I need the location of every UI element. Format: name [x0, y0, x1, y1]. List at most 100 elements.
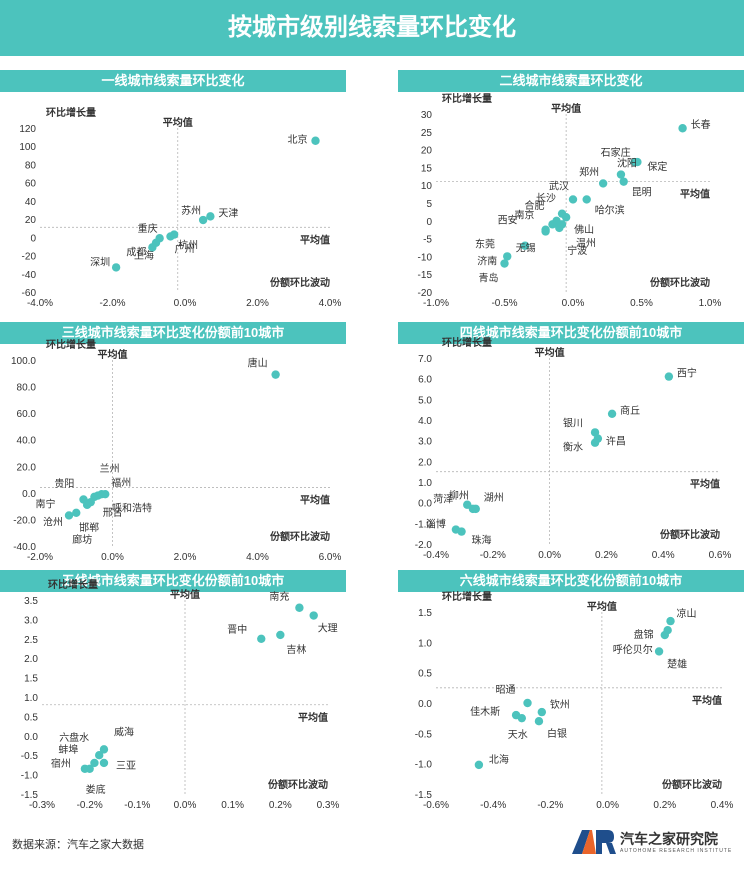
- point-label: 衡水: [563, 442, 583, 454]
- chart-title-bar: [398, 70, 744, 92]
- data-point: [534, 717, 544, 726]
- data-point: [582, 195, 591, 204]
- point-label: 昆明: [632, 187, 652, 199]
- avg-y-label: 平均值: [692, 694, 722, 707]
- data-point: [64, 511, 74, 520]
- y-tick-label: 20: [25, 215, 37, 226]
- y-tick-label: -1.0: [21, 771, 39, 782]
- data-point: [555, 223, 564, 233]
- point-label: 天津: [218, 207, 238, 219]
- x-tick-label: -0.2%: [77, 800, 103, 811]
- y-tick-label: 30: [421, 110, 433, 121]
- y-tick-label: 1.5: [418, 608, 432, 619]
- data-point: [311, 136, 320, 145]
- x-tick-label: 0.0%: [174, 800, 197, 811]
- y-tick-label: 15: [421, 163, 433, 174]
- x-tick-label: -2.0%: [27, 552, 53, 563]
- y-tick-label: 100: [19, 142, 36, 153]
- x-axis-title: 份额环比波动: [268, 778, 328, 791]
- point-label: 南充: [269, 590, 289, 603]
- y-tick-label: 40: [25, 197, 37, 208]
- y-tick-label: -60: [22, 288, 37, 299]
- point-label: 湖州: [484, 492, 504, 504]
- x-tick-label: 0.0%: [596, 800, 619, 811]
- y-tick-label: 1.0: [418, 478, 432, 489]
- point-label: 宿州: [51, 757, 71, 770]
- data-point: [590, 438, 600, 447]
- point-label: 蚌埠: [58, 743, 78, 756]
- point-label: 南京: [514, 208, 534, 221]
- chart-panel-3: 三线城市线索量环比变化份额前10城市 -40.0 -20.0 0.0 20.0 40.0 6…: [0, 322, 346, 566]
- y-tick-label: 100.0: [11, 356, 36, 367]
- point-label: 北海: [489, 753, 509, 766]
- avg-y-label: 平均值: [690, 478, 720, 491]
- x-tick-label: -0.4%: [480, 800, 506, 811]
- point-label: 六盘水: [59, 731, 89, 744]
- y-tick-label: -20: [22, 252, 37, 263]
- y-tick-label: -2.0: [415, 540, 433, 551]
- point-label: 盘锦: [634, 628, 654, 641]
- scatter-chart: -1.5 -1.0 -0.5 0.0 0.5 1.0 1.5 2.0 2.5 3.0 3.5 -0.3…: [21, 578, 340, 811]
- chart-panel-2: 二线城市线索量环比变化 -20 -15 -10 -5 0 5 10 15 20 25 30 -1.0% -…: [398, 70, 744, 314]
- point-label: 天水: [508, 729, 528, 741]
- y-tick-label: 20: [421, 146, 433, 157]
- avg-x-label: 平均值: [170, 588, 200, 601]
- point-label: 温州: [576, 237, 596, 249]
- avg-x-label: 平均值: [587, 600, 617, 613]
- data-point: [276, 630, 285, 640]
- y-axis-title: 环比增长量: [48, 578, 98, 591]
- point-label: 唐山: [248, 357, 268, 370]
- data-point: [99, 745, 109, 754]
- point-label: 贵阳: [54, 477, 74, 490]
- data-point: [271, 370, 280, 379]
- point-label: 宁波: [567, 244, 587, 257]
- y-tick-label: 80.0: [17, 383, 37, 394]
- data-point: [457, 527, 466, 536]
- y-tick-label: -40.0: [13, 542, 36, 553]
- y-tick-label: 1.0: [418, 638, 432, 649]
- point-label: 佛山: [574, 223, 594, 236]
- point-label: 重庆: [138, 222, 158, 235]
- point-label: 青岛: [479, 272, 499, 285]
- x-tick-label: 4.0%: [319, 298, 342, 309]
- logo-name: 汽车之家研究院: [620, 831, 718, 847]
- y-tick-label: 4.0: [418, 416, 432, 427]
- point-label: 成都: [126, 246, 146, 258]
- chart-title-bar: [0, 70, 346, 92]
- x-axis-title: 份额环比波动: [660, 528, 720, 541]
- chart-title-bar: [398, 322, 744, 344]
- data-point: [463, 500, 472, 509]
- y-tick-label: 0: [426, 217, 432, 228]
- x-tick-label: 0.1%: [221, 800, 244, 811]
- y-tick-label: -15: [418, 270, 433, 281]
- point-label: 西安: [498, 214, 518, 227]
- point-label: 吉林: [286, 643, 306, 656]
- y-tick-label: 0.0: [24, 732, 38, 743]
- point-label: 上海: [134, 249, 154, 262]
- point-label: 楚雄: [667, 657, 687, 670]
- y-tick-label: 0.5: [24, 712, 38, 723]
- y-tick-label: 5.0: [418, 395, 432, 406]
- scatter-chart: -40.0 -20.0 0.0 20.0 40.0 60.0 80.0 100.0 -2.0% 0…: [11, 338, 342, 563]
- data-point: [82, 500, 92, 510]
- y-tick-label: 2.0: [418, 457, 432, 468]
- x-tick-label: -0.3%: [29, 800, 55, 811]
- y-tick-label: -1.5: [21, 790, 39, 801]
- x-tick-label: 0.0%: [101, 552, 124, 563]
- data-point: [99, 758, 109, 768]
- point-label: 杭州: [178, 239, 198, 252]
- point-label: 广州: [175, 243, 195, 255]
- data-point: [568, 195, 578, 204]
- data-point: [471, 504, 480, 514]
- brand-logo: 汽车之家研究院 AUTOHOME RESEARCH INSTITUTE: [570, 828, 740, 858]
- chart-title: 二线城市线索量环比变化: [499, 73, 643, 88]
- data-point: [678, 124, 687, 133]
- chart-panel-6: 六线城市线索量环比变化份额前10城市 -1.5 -1.0 -0.5 0.0 0.5 1.0 1…: [398, 570, 744, 814]
- y-tick-label: 60.0: [17, 409, 37, 420]
- y-tick-label: -1.5: [415, 790, 433, 801]
- x-axis-title: 份额环比波动: [270, 276, 330, 289]
- data-point: [598, 179, 608, 188]
- point-label: 凉山: [677, 607, 697, 620]
- scatter-chart: -20 -15 -10 -5 0 5 10 15 20 25 30 -1.0% -0.5% 0.0% 0.5…: [418, 92, 722, 309]
- y-tick-label: 0: [30, 233, 36, 244]
